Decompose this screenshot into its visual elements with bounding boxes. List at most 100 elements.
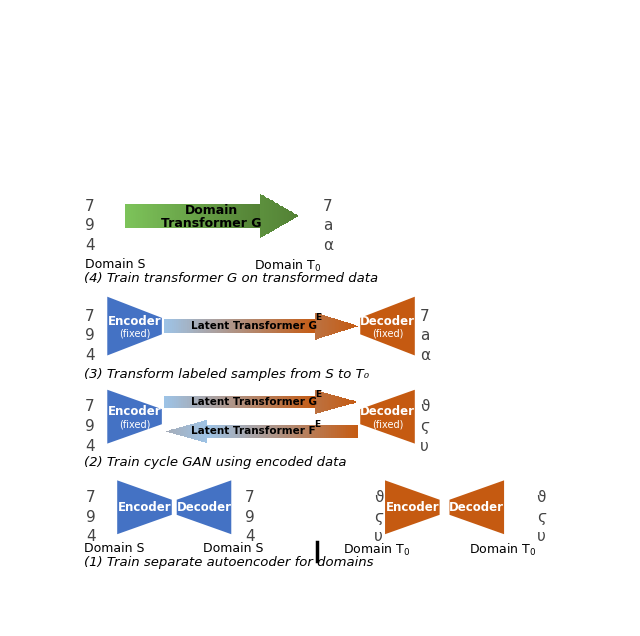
- Bar: [157, 204, 159, 228]
- Bar: [316, 425, 318, 438]
- Bar: [191, 204, 193, 228]
- Bar: [187, 396, 189, 408]
- Bar: [354, 425, 356, 438]
- Text: Encoder: Encoder: [385, 501, 439, 514]
- Bar: [143, 204, 145, 228]
- Bar: [204, 319, 206, 333]
- Bar: [289, 319, 291, 333]
- Bar: [198, 422, 200, 441]
- Bar: [278, 425, 280, 438]
- Bar: [300, 396, 302, 408]
- Bar: [206, 204, 207, 228]
- Bar: [260, 194, 261, 238]
- Bar: [240, 204, 241, 228]
- Bar: [335, 319, 337, 333]
- Bar: [234, 425, 235, 438]
- Bar: [328, 317, 330, 336]
- Bar: [317, 391, 318, 413]
- Bar: [252, 425, 254, 438]
- Bar: [350, 425, 352, 438]
- Bar: [201, 204, 202, 228]
- Bar: [133, 204, 135, 228]
- Bar: [296, 319, 298, 333]
- Bar: [304, 319, 306, 333]
- Bar: [232, 396, 234, 408]
- Bar: [260, 319, 262, 333]
- Bar: [177, 396, 179, 408]
- Text: Domain S: Domain S: [85, 258, 145, 270]
- Bar: [136, 204, 138, 228]
- Text: 7: 7: [420, 309, 429, 324]
- Bar: [332, 395, 333, 409]
- Bar: [272, 319, 274, 333]
- Text: 4: 4: [85, 439, 95, 453]
- Bar: [198, 396, 200, 408]
- Bar: [245, 204, 246, 228]
- Bar: [204, 396, 206, 408]
- Bar: [280, 425, 282, 438]
- Bar: [233, 204, 235, 228]
- Bar: [126, 204, 128, 228]
- Bar: [298, 396, 300, 408]
- Bar: [212, 425, 214, 438]
- Text: (fixed): (fixed): [372, 419, 403, 429]
- Bar: [189, 319, 191, 333]
- Bar: [285, 319, 287, 333]
- Bar: [199, 204, 201, 228]
- Bar: [244, 425, 246, 438]
- Bar: [248, 425, 250, 438]
- Bar: [308, 396, 310, 408]
- Bar: [230, 204, 231, 228]
- Bar: [266, 425, 268, 438]
- Bar: [296, 396, 298, 408]
- Bar: [349, 399, 351, 404]
- Bar: [323, 392, 324, 411]
- Bar: [314, 319, 316, 333]
- Bar: [218, 204, 220, 228]
- Text: Latent Transformer G: Latent Transformer G: [191, 397, 317, 407]
- Bar: [323, 315, 324, 337]
- Bar: [168, 396, 170, 408]
- Bar: [207, 204, 209, 228]
- Bar: [342, 425, 344, 438]
- Bar: [245, 319, 247, 333]
- Bar: [209, 204, 211, 228]
- Bar: [316, 313, 317, 340]
- Bar: [285, 396, 287, 408]
- Bar: [284, 425, 286, 438]
- Bar: [227, 396, 228, 408]
- Bar: [225, 204, 226, 228]
- Bar: [179, 427, 180, 435]
- Bar: [230, 396, 232, 408]
- Text: a: a: [323, 218, 333, 233]
- Text: Decoder: Decoder: [177, 501, 232, 514]
- Bar: [322, 425, 324, 438]
- Bar: [241, 425, 243, 438]
- Bar: [348, 425, 350, 438]
- Bar: [154, 204, 155, 228]
- Bar: [318, 391, 319, 413]
- Bar: [262, 425, 264, 438]
- Bar: [238, 204, 240, 228]
- Text: Latent Transformer G: Latent Transformer G: [191, 321, 317, 331]
- Bar: [259, 204, 260, 228]
- Bar: [184, 204, 186, 228]
- Bar: [253, 319, 255, 333]
- Bar: [270, 396, 272, 408]
- Bar: [147, 204, 148, 228]
- Bar: [172, 319, 173, 333]
- Bar: [335, 396, 337, 408]
- Bar: [196, 396, 198, 408]
- Bar: [214, 204, 216, 228]
- Bar: [219, 396, 221, 408]
- Bar: [282, 425, 284, 438]
- Bar: [160, 204, 162, 228]
- Bar: [288, 425, 290, 438]
- Bar: [256, 425, 258, 438]
- Bar: [175, 396, 177, 408]
- Bar: [276, 396, 278, 408]
- Bar: [236, 396, 238, 408]
- Bar: [211, 319, 213, 333]
- Bar: [191, 424, 193, 439]
- Bar: [257, 319, 259, 333]
